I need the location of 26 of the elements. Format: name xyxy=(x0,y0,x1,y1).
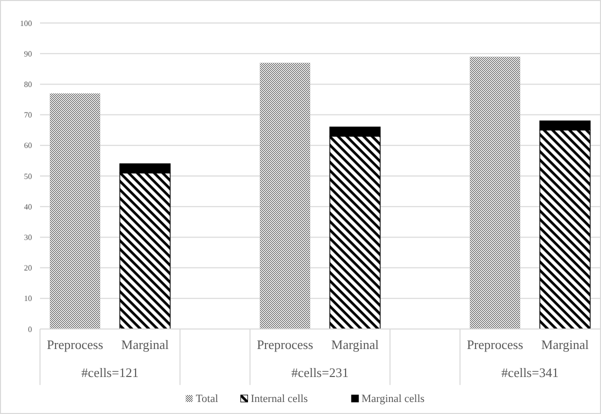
y-tick-label: 10 xyxy=(24,294,32,304)
x-tick-label: Marginal xyxy=(331,337,380,352)
y-tick-label: 40 xyxy=(24,202,32,212)
y-tick-label: 0 xyxy=(28,324,32,334)
y-tick-label: 90 xyxy=(24,49,32,58)
y-tick-label: 70 xyxy=(24,110,32,120)
y-tick-label: 80 xyxy=(24,80,32,89)
text: #cells=231 xyxy=(291,365,349,380)
legend-label: Internal cells xyxy=(250,393,308,405)
text: #cells=121 xyxy=(81,365,139,380)
x-tick-label: Marginal xyxy=(541,337,590,352)
y-tick-label: 100 xyxy=(20,18,32,28)
bar xyxy=(260,62,310,329)
x-tick-label: Preprocess xyxy=(466,337,524,352)
y-tick-label: 50 xyxy=(24,172,32,181)
legend-label: Marginal cells xyxy=(362,393,425,405)
bar xyxy=(470,56,520,329)
y-tick-label: 30 xyxy=(24,233,32,242)
x-tick-label: Preprocess xyxy=(256,337,314,352)
y-tick-label: 20 xyxy=(24,264,32,273)
x-tick-label: Preprocess xyxy=(46,337,104,352)
x-tick-label: Marginal xyxy=(121,337,170,352)
text: #cells=341 xyxy=(501,365,559,380)
y-tick-label: 60 xyxy=(24,141,32,150)
legend-label: Total xyxy=(196,393,218,405)
bar xyxy=(50,93,100,329)
